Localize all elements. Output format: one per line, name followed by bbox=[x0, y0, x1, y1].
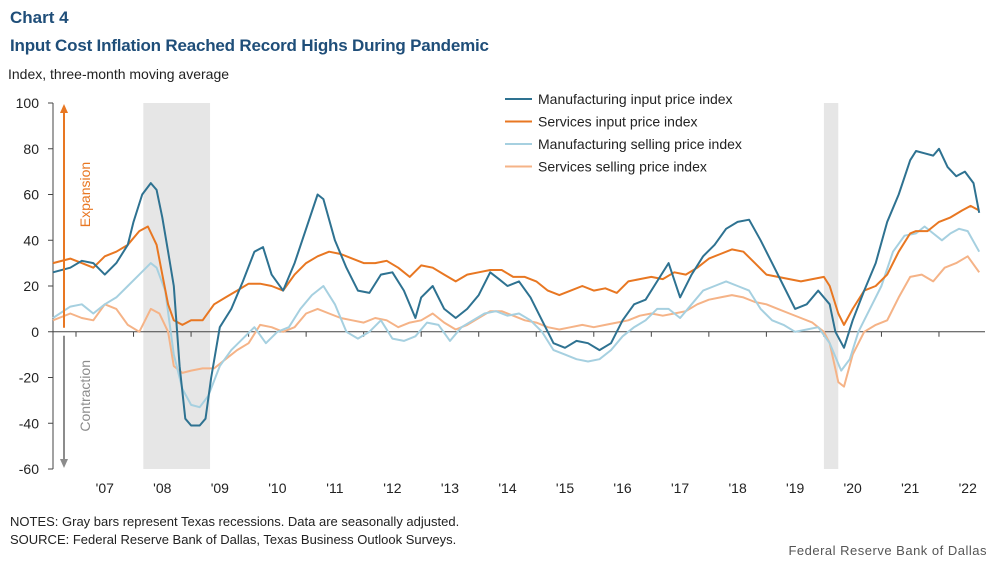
y-tick-label: 100 bbox=[16, 95, 40, 111]
y-tick-label: -20 bbox=[19, 370, 39, 386]
notes-line: NOTES: Gray bars represent Texas recessi… bbox=[10, 514, 460, 529]
legend-label: Services input price index bbox=[538, 114, 698, 130]
x-tick-label: '22 bbox=[959, 480, 977, 496]
x-tick-label: '10 bbox=[268, 480, 286, 496]
contraction-label: Contraction bbox=[77, 360, 93, 432]
expansion-label: Expansion bbox=[77, 162, 93, 227]
chart-unit: Index, three-month moving average bbox=[8, 66, 230, 82]
legend-label: Services selling price index bbox=[538, 159, 707, 175]
chart-label: Chart 4 bbox=[10, 8, 69, 27]
x-tick-label: '12 bbox=[383, 480, 401, 496]
x-tick-label: '17 bbox=[671, 480, 689, 496]
recession-band bbox=[823, 103, 839, 469]
x-tick-label: '21 bbox=[901, 480, 919, 496]
series-line bbox=[52, 204, 980, 326]
x-tick-label: '09 bbox=[211, 480, 229, 496]
chart-legend: Manufacturing input price index Services … bbox=[505, 91, 742, 175]
series-lines bbox=[52, 147, 981, 427]
y-tick-label: -40 bbox=[19, 415, 39, 431]
x-tick-label: '13 bbox=[441, 480, 459, 496]
chart-notes: NOTES: Gray bars represent Texas recessi… bbox=[10, 513, 459, 549]
direction-arrows: Expansion Contraction bbox=[60, 104, 93, 468]
x-tick-label: '11 bbox=[326, 480, 343, 496]
expansion-arrowhead bbox=[60, 104, 68, 113]
y-tick-label: 80 bbox=[23, 141, 39, 157]
x-tick-label: '20 bbox=[844, 480, 862, 496]
x-tick-label: '07 bbox=[96, 480, 114, 496]
contraction-arrowhead bbox=[60, 459, 68, 468]
y-tick-label: -60 bbox=[19, 461, 39, 477]
x-tick-label: '08 bbox=[153, 480, 171, 496]
recession-band bbox=[143, 103, 211, 469]
chart-title: Input Cost Inflation Reached Record High… bbox=[10, 36, 489, 55]
series-line bbox=[52, 147, 981, 427]
y-tick-label: 0 bbox=[31, 324, 39, 340]
legend-label: Manufacturing selling price index bbox=[538, 136, 742, 152]
x-tick-label: '19 bbox=[786, 480, 804, 496]
legend-label: Manufacturing input price index bbox=[538, 91, 733, 107]
x-tick-label: '15 bbox=[556, 480, 574, 496]
series-line bbox=[52, 225, 981, 409]
series-line bbox=[52, 255, 981, 388]
credit-line: Federal Reserve Bank of Dallas bbox=[788, 543, 987, 558]
x-tick-label: '16 bbox=[613, 480, 631, 496]
recession-bands bbox=[143, 103, 839, 469]
source-line: SOURCE: Federal Reserve Bank of Dallas, … bbox=[10, 532, 457, 547]
chart-axes: -60 -40 -20 0 20 40 60 80 100 '07 '08 '09 '10 '11 '12 '… bbox=[16, 95, 985, 496]
y-tick-label: 40 bbox=[23, 232, 39, 248]
x-tick-label: '18 bbox=[728, 480, 746, 496]
y-tick-label: 60 bbox=[23, 187, 39, 203]
y-tick-label: 20 bbox=[23, 278, 39, 294]
x-tick-label: '14 bbox=[498, 480, 516, 496]
